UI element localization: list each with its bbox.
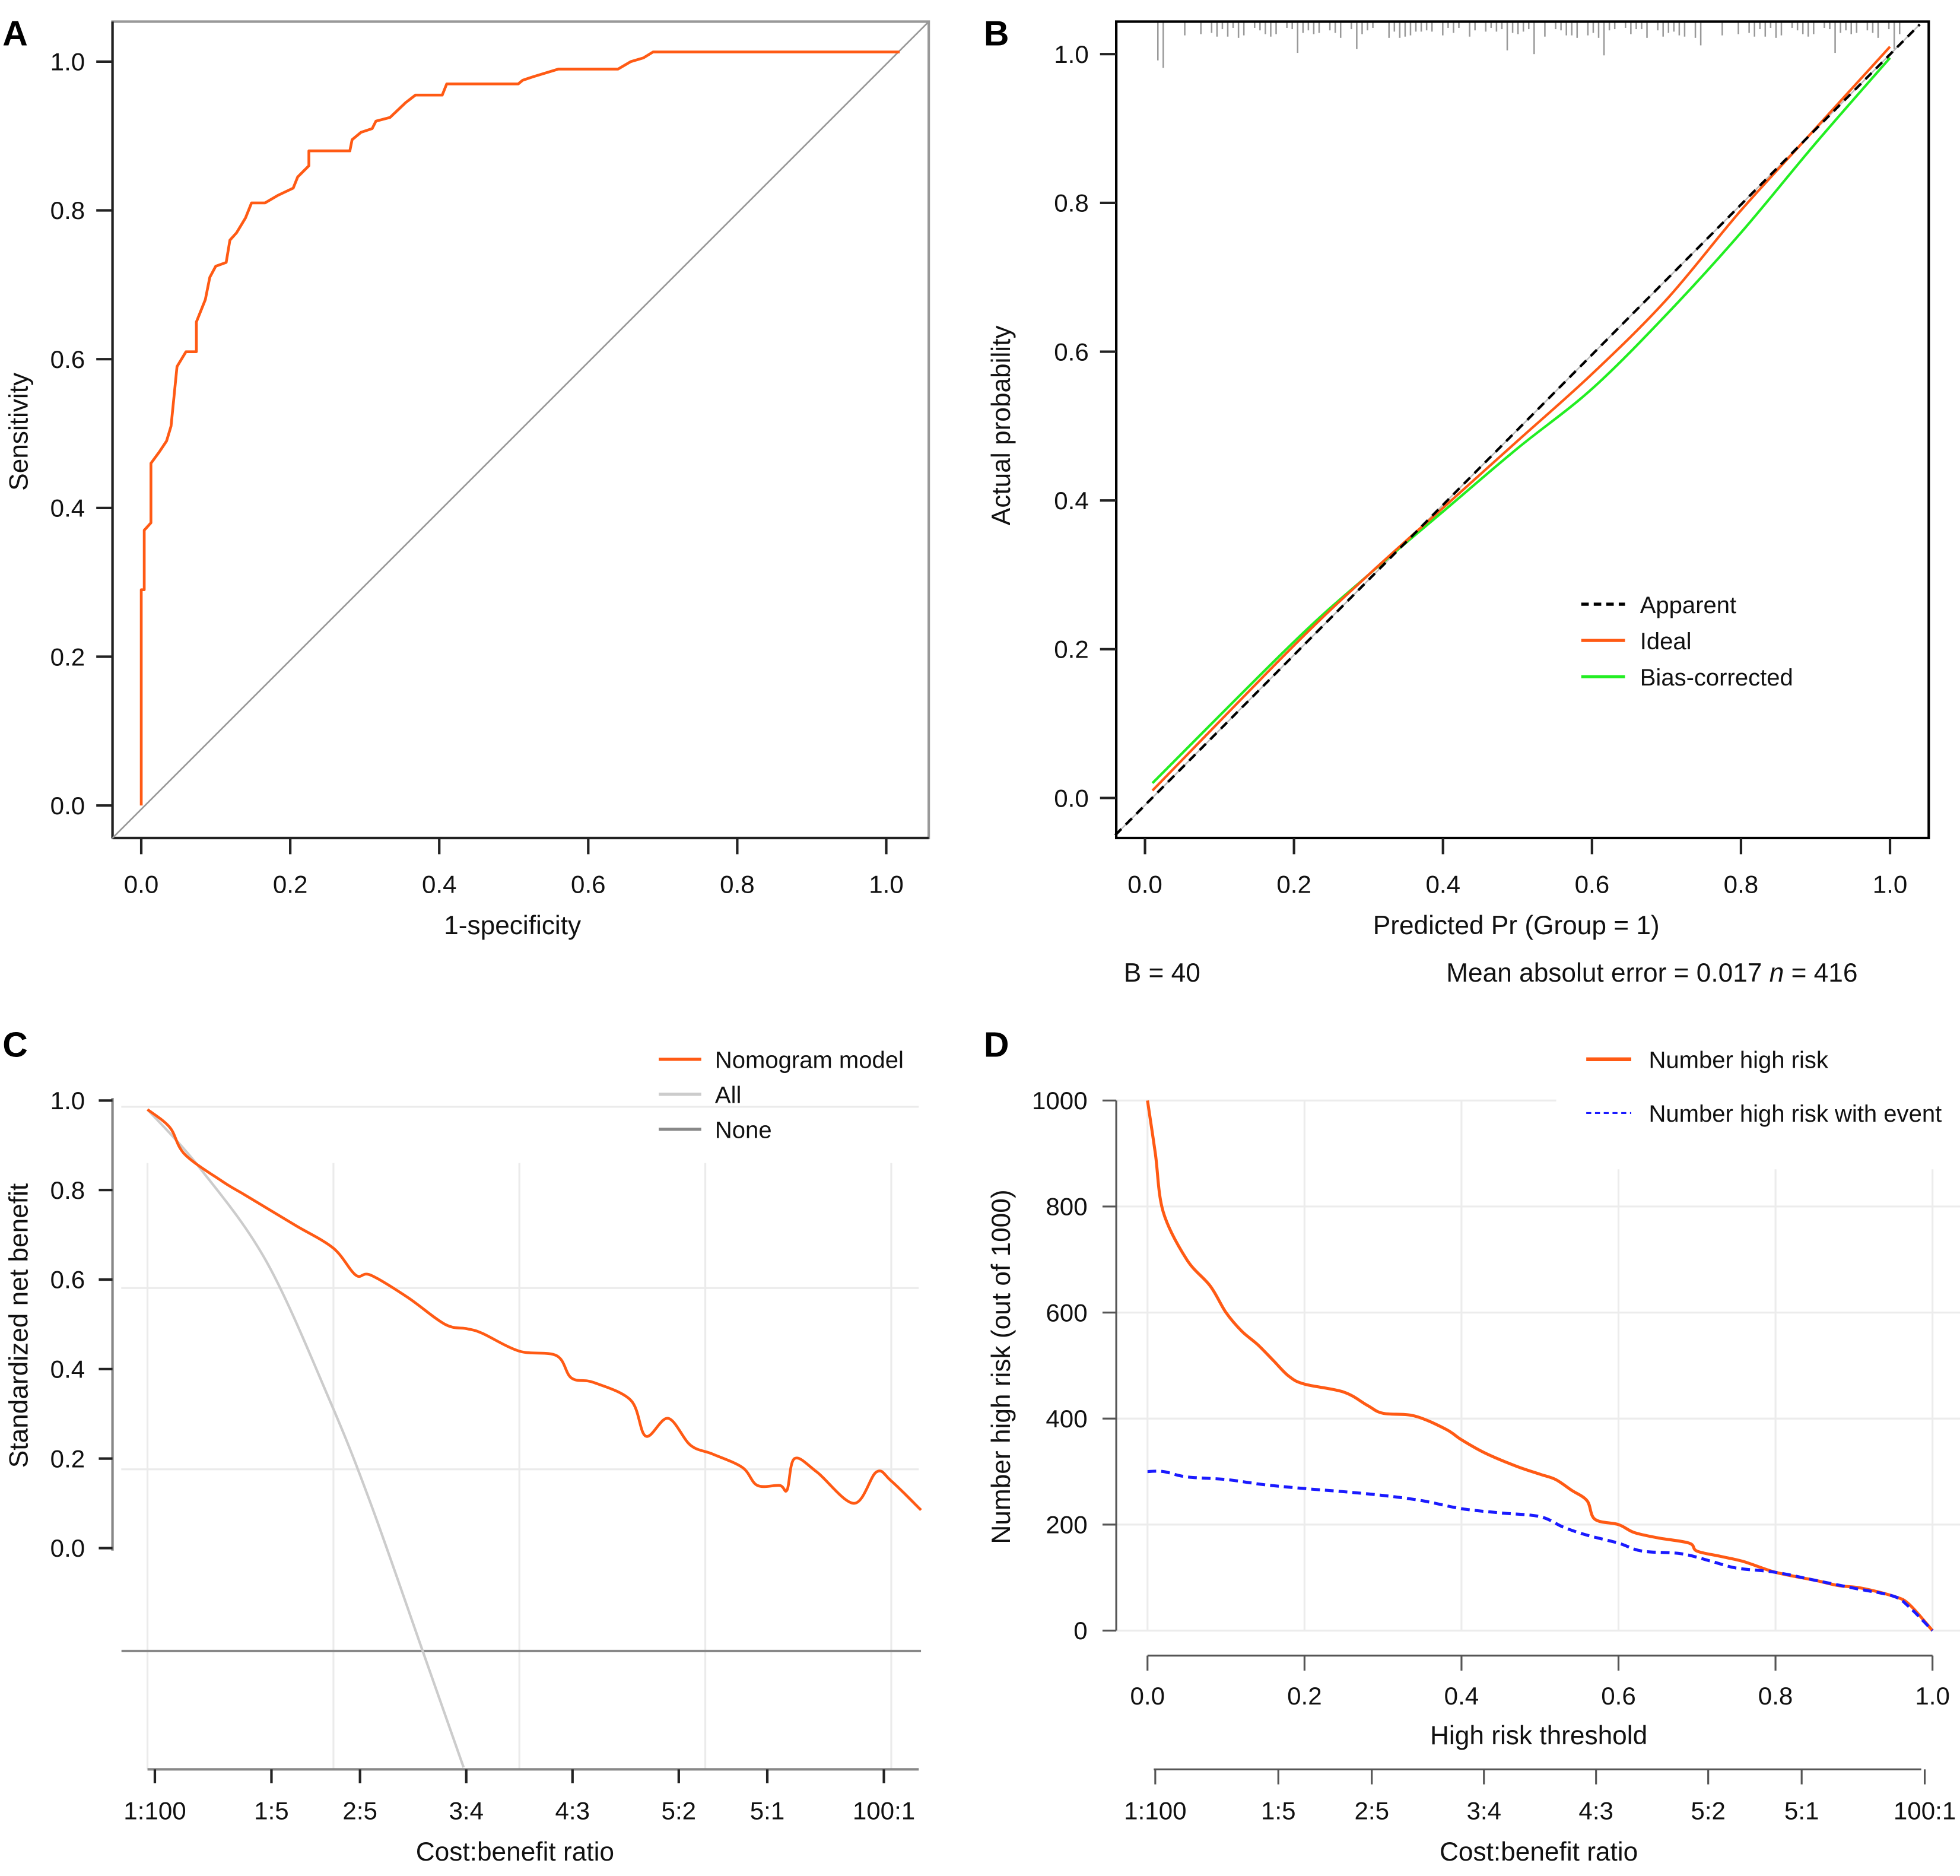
panel-d-clinical-impact: D 0 200 400 600 800 1000 0.0 0.2 0.4 0.6 0.8 1.0 High… bbox=[984, 1026, 1960, 1867]
cost-benefit-tick-label: 3:4 bbox=[449, 1797, 484, 1825]
bias-corrected-line bbox=[1151, 57, 1891, 784]
x-tick-label: 0.2 bbox=[1276, 871, 1311, 899]
cost-benefit-tick-label: 100:1 bbox=[1894, 1797, 1956, 1825]
cost-benefit-tick-label: 2:5 bbox=[1354, 1797, 1389, 1825]
legend-label-number-high-risk-with-event: Number high risk with event bbox=[1648, 1101, 1942, 1127]
y-axis-title: Sensitivity bbox=[4, 372, 33, 491]
x-tick-label: 0.4 bbox=[422, 871, 457, 899]
x-tick-label: 0.8 bbox=[1758, 1682, 1793, 1710]
y-tick-label: 0.6 bbox=[1054, 338, 1089, 366]
cost-benefit-tick-label: 1:5 bbox=[1261, 1797, 1296, 1825]
y-axis-title: Number high risk (out of 1000) bbox=[987, 1189, 1016, 1544]
all-line bbox=[146, 1109, 465, 1768]
x-axis-title: 1-specificity bbox=[444, 911, 582, 940]
y-tick-label: 0.8 bbox=[50, 1176, 85, 1204]
x-tick-label: 0.4 bbox=[1444, 1682, 1479, 1710]
number-high-risk-with-event-line bbox=[1147, 1469, 1934, 1632]
n-symbol: n bbox=[1770, 958, 1784, 988]
x-tick-label: 0.0 bbox=[1127, 871, 1162, 899]
roc-curve bbox=[139, 50, 900, 806]
y-tick-label: 1000 bbox=[1032, 1087, 1088, 1115]
x-tick-label: 1.0 bbox=[1873, 871, 1908, 899]
x-tick-label: 1.0 bbox=[1915, 1682, 1950, 1710]
cost-benefit-tick-label: 1:5 bbox=[254, 1797, 289, 1825]
x-tick-label: 0.8 bbox=[1724, 871, 1759, 899]
legend-label-none: None bbox=[715, 1118, 772, 1144]
y-tick-label: 0.4 bbox=[50, 494, 85, 522]
x-axis-title: Predicted Pr (Group = 1) bbox=[1373, 911, 1660, 940]
cost-benefit-tick-label: 5:2 bbox=[662, 1797, 697, 1825]
y-tick-label: 0.0 bbox=[1054, 784, 1089, 812]
y-tick-label: 0 bbox=[1073, 1617, 1087, 1645]
y-tick-label: 1.0 bbox=[50, 48, 85, 76]
number-high-risk-line bbox=[1146, 1100, 1934, 1632]
y-tick-label: 800 bbox=[1046, 1193, 1087, 1221]
mae-text: Mean absolut error = 0.017 bbox=[1446, 958, 1769, 988]
x-tick-label: 0.0 bbox=[124, 871, 159, 899]
x-tick-label: 0.6 bbox=[1601, 1682, 1636, 1710]
x-tick-label: 1.0 bbox=[869, 871, 904, 899]
y-tick-label: 0.2 bbox=[50, 643, 85, 671]
y-tick-label: 200 bbox=[1046, 1511, 1087, 1539]
panel-b-calibration: B 0.0 0.2 0.4 0.6 0.8 1.0 0.0 0.2 0.4 0.6 0.8 1.0 App… bbox=[984, 14, 1930, 988]
bootstrap-count: B = 40 bbox=[1124, 958, 1200, 988]
apparent-line bbox=[1114, 23, 1921, 836]
y-tick-label: 0.6 bbox=[50, 345, 85, 373]
y-tick-label: 0.8 bbox=[1054, 189, 1089, 217]
y-tick-label: 600 bbox=[1046, 1299, 1087, 1326]
cost-benefit-tick-label: 5:2 bbox=[1691, 1797, 1726, 1825]
x-axis-title: Cost:benefit ratio bbox=[416, 1837, 614, 1867]
n-value: = 416 bbox=[1784, 958, 1857, 988]
y-tick-label: 0.6 bbox=[50, 1266, 85, 1294]
x-tick-label: 0.4 bbox=[1425, 871, 1460, 899]
y-axis-title: Actual probability bbox=[987, 325, 1016, 526]
reference-diagonal bbox=[112, 21, 930, 839]
y-tick-label: 0.8 bbox=[50, 196, 85, 224]
x-axis-title-2: Cost:benefit ratio bbox=[1440, 1837, 1638, 1867]
mean-absolute-error: Mean absolut error = 0.017 n = 416 bbox=[1446, 958, 1857, 988]
y-tick-label: 1.0 bbox=[1054, 40, 1089, 68]
plot-frame bbox=[1115, 20, 1930, 840]
y-tick-label: 0.0 bbox=[50, 1534, 85, 1562]
cost-benefit-tick-label: 1:100 bbox=[1124, 1797, 1186, 1825]
y-axis-title: Standardized net benefit bbox=[4, 1183, 33, 1468]
y-tick-label: 0.4 bbox=[1054, 487, 1089, 515]
cost-benefit-tick-label: 100:1 bbox=[853, 1797, 915, 1825]
panel-letter: D bbox=[984, 1026, 1009, 1065]
legend-label-nomogram-model: Nomogram model bbox=[715, 1047, 904, 1074]
y-tick-label: 1.0 bbox=[50, 1087, 85, 1115]
cost-benefit-tick-label: 4:3 bbox=[555, 1797, 590, 1825]
x-tick-label: 0.6 bbox=[1575, 871, 1610, 899]
panel-a-roc: A 0.0 0.2 0.4 0.6 0.8 1.0 0.0 0.2 0.4 0.6 0.8 1.0 1-s… bbox=[2, 14, 930, 940]
panel-letter: B bbox=[984, 14, 1009, 53]
cost-benefit-tick-label: 4:3 bbox=[1578, 1797, 1613, 1825]
panel-letter: C bbox=[2, 1026, 28, 1065]
x-tick-label: 0.8 bbox=[720, 871, 755, 899]
y-tick-label: 0.2 bbox=[50, 1445, 85, 1472]
y-tick-label: 0.4 bbox=[50, 1356, 85, 1383]
y-tick-label: 0.0 bbox=[50, 792, 85, 820]
x-tick-label: 0.6 bbox=[571, 871, 606, 899]
ideal-line bbox=[1151, 46, 1891, 792]
cost-benefit-tick-label: 5:1 bbox=[750, 1797, 785, 1825]
y-tick-label: 0.2 bbox=[1054, 636, 1089, 664]
cost-benefit-tick-label: 2:5 bbox=[342, 1797, 377, 1825]
cost-benefit-tick-label: 3:4 bbox=[1466, 1797, 1501, 1825]
x-tick-label: 0.2 bbox=[273, 871, 308, 899]
x-axis-title: High risk threshold bbox=[1430, 1721, 1647, 1750]
x-tick-label: 0.2 bbox=[1287, 1682, 1322, 1710]
legend-label-bias-corrected: Bias-corrected bbox=[1640, 665, 1793, 691]
y-tick-label: 400 bbox=[1046, 1405, 1087, 1433]
nomogram-model-line bbox=[147, 1108, 922, 1512]
legend-label-all: All bbox=[715, 1083, 741, 1109]
panel-letter: A bbox=[2, 14, 28, 53]
cost-benefit-tick-label: 5:1 bbox=[1784, 1797, 1819, 1825]
x-tick-label: 0.0 bbox=[1130, 1682, 1165, 1710]
legend-label-ideal: Ideal bbox=[1640, 628, 1692, 655]
cost-benefit-tick-label: 1:100 bbox=[123, 1797, 186, 1825]
legend-label-number-high-risk: Number high risk bbox=[1648, 1047, 1828, 1074]
panel-c-decision-curve: C 0.0 0.2 0.4 0.6 0.8 1.0 1:100 1:5 2:5 3:4 4:3 5:2 5… bbox=[2, 1026, 922, 1867]
legend-label-apparent: Apparent bbox=[1640, 592, 1736, 618]
